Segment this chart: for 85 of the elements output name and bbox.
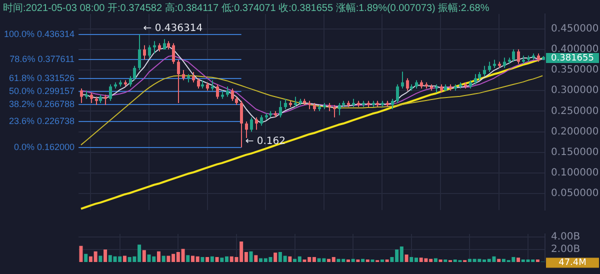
candlestick [254,116,258,130]
y-tick-label: 0.200000 [551,126,599,138]
candlestick [244,120,248,138]
ref-line-label: 23.6% 0.226738 [9,116,75,126]
bar [215,257,219,262]
bar [516,258,520,262]
y-tick-label: 0.300000 [551,85,599,96]
candlestick [176,59,180,104]
candlestick [240,100,244,148]
candlestick [162,38,166,50]
bar [142,250,146,262]
y-tick-label: 0.150000 [551,146,599,158]
bar [84,254,88,262]
y-tick-label: 0.350000 [551,64,599,76]
bar [104,250,108,262]
candlestick [406,78,410,92]
ref-line-label: 50.0% 0.299157 [9,86,75,96]
candlestick [294,96,298,108]
candlestick [196,78,200,90]
candlestick [260,114,264,126]
bar [274,252,278,262]
chart-title: 时间:2021-05-03 08:00 开:0.374582 高:0.384117 低:0.374071 收:0.381655 涨幅:1.89%(0.007073) 振幅:2.68% [3,2,490,15]
candlestick [502,57,506,68]
candlestick [250,116,254,132]
bar [210,256,214,262]
candlestick [488,61,492,73]
candlestick [132,65,136,81]
bar [249,251,253,262]
bar [254,255,258,262]
candlestick [390,98,394,110]
candlestick [104,94,108,106]
candlestick [152,40,156,54]
candlestick [210,80,214,92]
text: 47.4M [558,258,586,268]
candlestick [182,70,186,81]
candlestick [516,48,520,64]
candlestick [148,44,152,58]
candlestick [278,100,282,118]
candlestick [142,44,146,60]
y-tick-label: 0.050000 [551,188,599,200]
y-tick-label: 0.250000 [551,106,599,117]
y-tick-label: 2.00B [551,244,580,256]
bar [162,256,166,262]
candlestick [172,42,176,64]
candlestick [216,84,220,100]
candlestick [192,72,196,83]
bar [156,251,160,262]
annotation: ← 0.436314 [143,23,203,34]
bar [434,258,438,262]
candlestick [396,84,400,104]
ref-line-label: 78.6% 0.377611 [10,54,75,64]
y-tick-label: 0.450000 [551,23,599,34]
annotation: ← 0.162 [245,136,286,148]
candlestick [512,48,516,62]
y-tick-label: 4.00B [551,232,580,243]
bar [497,258,501,262]
bar [404,254,408,262]
bar [206,257,210,262]
candlestick [90,92,94,104]
candlestick [138,34,142,70]
ref-line-label: 0.0% 0.162000 [14,142,75,152]
candlestick [226,86,230,98]
candlestick [128,76,132,87]
text: 0.381655 [551,53,594,64]
candlestick [338,102,342,116]
bar [361,258,365,262]
candlestick [80,88,84,104]
bar [79,246,83,262]
bar [351,258,355,262]
candlestick [332,104,336,118]
bar [98,256,102,262]
candlestick [400,71,404,90]
candlestick [482,65,486,77]
bar [200,257,204,262]
bar [122,256,126,262]
bar [288,256,292,262]
y-tick-label: 0.100000 [551,168,599,179]
candlestick [108,84,112,102]
ref-line-label: 100.0% 0.436314 [4,28,75,39]
ref-line-label: 38.2% 0.266788 [9,98,75,109]
bar [186,255,190,262]
candlestick [230,88,234,102]
ref-line-label: 61.8% 0.331526 [9,72,75,83]
candlestick [474,74,478,85]
candlestick [284,98,288,110]
